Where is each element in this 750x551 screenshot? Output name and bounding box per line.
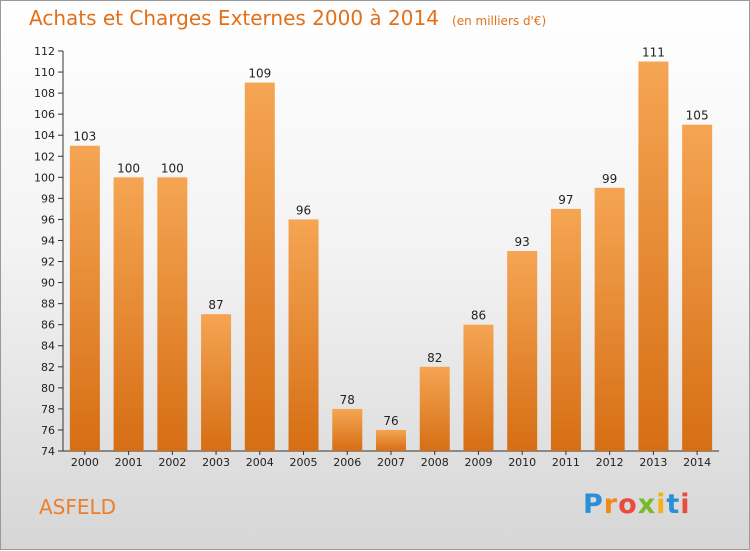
value-label-2010: 93: [515, 235, 530, 249]
x-tick-label: 2003: [202, 456, 230, 469]
y-tick-label: 100: [34, 171, 55, 184]
y-tick-label: 76: [41, 424, 55, 437]
x-tick-label: 2000: [71, 456, 99, 469]
value-label-2005: 96: [296, 203, 311, 217]
y-tick-label: 98: [41, 192, 55, 205]
y-tick-label: 80: [41, 382, 55, 395]
value-label-2007: 76: [383, 414, 398, 428]
bar-2004: [244, 82, 275, 451]
bar-2001: [113, 177, 144, 451]
y-tick-label: 88: [41, 298, 55, 311]
value-label-2004: 109: [248, 67, 271, 81]
y-axis: 74 76 78 80 82 84 86 88 90 92 94 96 98 100 102 104 106 10…: [34, 45, 64, 458]
value-label-2013: 111: [642, 46, 665, 60]
logo-letter: t: [666, 489, 681, 520]
proxiti-logo: Proxiti: [583, 489, 691, 520]
bar-2007: [376, 429, 406, 451]
y-tick-label: 104: [34, 129, 55, 142]
chart-header: Achats et Charges Externes 2000 à 2014 (…: [29, 6, 546, 30]
x-tick-label: 2013: [639, 456, 667, 469]
y-tick-label: 96: [41, 213, 55, 226]
y-tick-label: 92: [41, 256, 55, 269]
bar-2012: [594, 187, 625, 451]
x-axis: 2000 2001 2002 2003 2004 2005 2006 2007 2008 2009…: [63, 450, 719, 469]
value-label-2003: 87: [208, 298, 223, 312]
bar-2003: [201, 314, 232, 451]
y-tick-label: 102: [34, 150, 55, 163]
y-tick-label: 90: [41, 277, 55, 290]
x-tick-label: 2007: [377, 456, 405, 469]
x-tick-label: 2010: [508, 456, 536, 469]
value-label-2012: 99: [602, 172, 617, 186]
x-tick-label: 2009: [464, 456, 492, 469]
bar-2002: [157, 177, 188, 451]
bar-2011: [550, 208, 581, 451]
value-label-2002: 100: [161, 161, 184, 175]
bar-2013: [638, 61, 669, 452]
value-labels: 103 100 100 87 109 96 78 76 82 86 93 97 99 111 105: [73, 46, 708, 428]
chart-title: Achats et Charges Externes 2000 à 2014: [29, 6, 439, 30]
y-tick-label: 84: [41, 340, 55, 353]
y-tick-label: 94: [41, 234, 55, 247]
x-tick-label: 2011: [552, 456, 580, 469]
logo-letter: r: [603, 489, 619, 520]
bar-2005: [288, 219, 319, 451]
value-label-2008: 82: [427, 351, 442, 365]
y-tick-label: 110: [34, 66, 55, 79]
x-tick-label: 2004: [246, 456, 274, 469]
y-tick-label: 82: [41, 361, 55, 374]
x-tick-label: 2001: [115, 456, 143, 469]
y-tick-label: 74: [41, 445, 55, 458]
bar-2000: [69, 145, 100, 451]
x-tick-label: 2005: [290, 456, 318, 469]
bar-2009: [463, 324, 494, 451]
value-label-2009: 86: [471, 309, 486, 323]
logo-letter: P: [583, 489, 604, 520]
value-label-2000: 103: [73, 130, 96, 144]
chart-unit: (en milliers d'€): [452, 14, 547, 28]
x-tick-label: 2006: [333, 456, 361, 469]
value-label-2006: 78: [340, 393, 355, 407]
value-label-2001: 100: [117, 161, 140, 175]
y-tick-label: 108: [34, 87, 55, 100]
logo-letter: o: [618, 489, 638, 520]
logo-letter: x: [637, 489, 657, 520]
logo-letter: i: [656, 489, 667, 520]
logo-letter: i: [680, 489, 691, 520]
bar-2008: [419, 366, 450, 451]
x-tick-label: 2008: [421, 456, 449, 469]
bar-2006: [332, 408, 363, 451]
bar-2014: [682, 124, 713, 452]
y-tick-label: 106: [34, 108, 55, 121]
x-tick-label: 2002: [158, 456, 186, 469]
bar-2010: [507, 251, 538, 451]
commune-name: ASFELD: [39, 495, 117, 519]
bars: [69, 61, 713, 452]
y-tick-label: 78: [41, 403, 55, 416]
x-tick-label: 2014: [683, 456, 711, 469]
value-label-2011: 97: [558, 193, 573, 207]
value-label-2014: 105: [686, 109, 709, 123]
y-tick-label: 86: [41, 319, 55, 332]
x-tick-label: 2012: [596, 456, 624, 469]
y-tick-label: 112: [34, 45, 55, 58]
